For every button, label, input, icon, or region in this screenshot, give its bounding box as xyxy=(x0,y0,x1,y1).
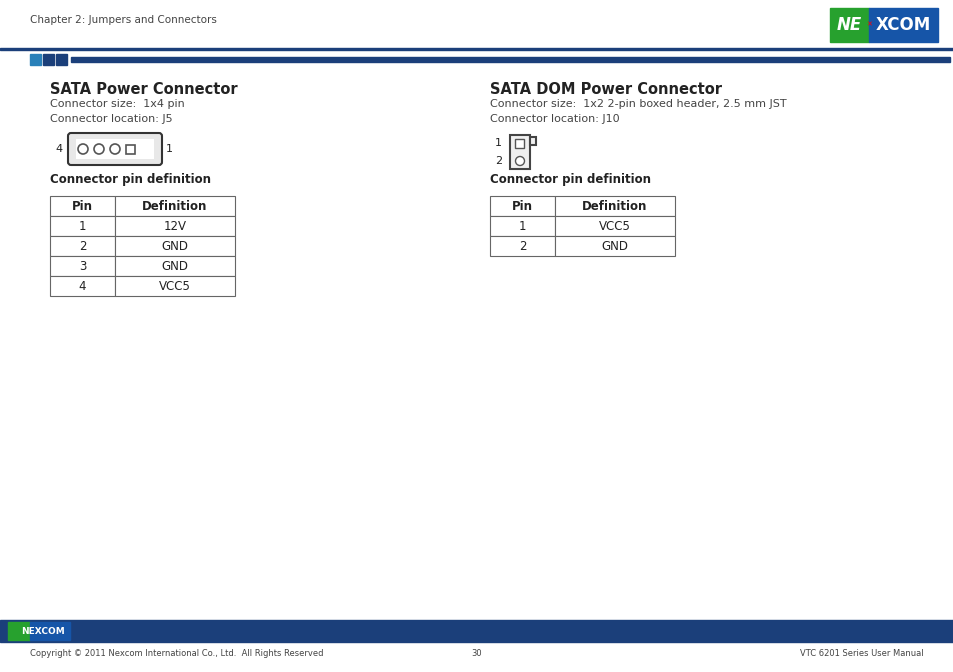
Text: 12V: 12V xyxy=(163,220,186,233)
Bar xyxy=(490,196,555,216)
Text: Pin: Pin xyxy=(71,200,92,212)
Text: VTC 6201 Series User Manual: VTC 6201 Series User Manual xyxy=(800,650,923,659)
Circle shape xyxy=(110,144,120,154)
Text: Pin: Pin xyxy=(512,200,533,212)
Bar xyxy=(515,139,524,148)
Bar xyxy=(50,216,115,236)
Bar xyxy=(56,54,67,65)
Bar xyxy=(0,620,953,642)
Circle shape xyxy=(94,144,104,154)
Text: Connector location: J5: Connector location: J5 xyxy=(50,114,172,124)
Text: VCC5: VCC5 xyxy=(159,280,191,292)
Bar xyxy=(490,216,555,236)
Bar xyxy=(43,54,54,65)
Text: SATA DOM Power Connector: SATA DOM Power Connector xyxy=(490,82,721,97)
Bar xyxy=(555,236,675,256)
Bar xyxy=(50,196,115,216)
Text: Definition: Definition xyxy=(142,200,208,212)
Text: Definition: Definition xyxy=(581,200,647,212)
Text: Chapter 2: Jumpers and Connectors: Chapter 2: Jumpers and Connectors xyxy=(30,15,216,25)
Text: Connector location: J10: Connector location: J10 xyxy=(490,114,619,124)
Text: GND: GND xyxy=(601,239,628,253)
Text: 2: 2 xyxy=(79,239,86,253)
Bar xyxy=(490,236,555,256)
Text: 1: 1 xyxy=(518,220,526,233)
Text: Copyright © 2011 Nexcom International Co., Ltd.  All Rights Reserved: Copyright © 2011 Nexcom International Co… xyxy=(30,650,323,659)
Text: NEXCOM: NEXCOM xyxy=(21,626,65,636)
Text: 4: 4 xyxy=(55,144,63,154)
Bar xyxy=(555,196,675,216)
Text: 1: 1 xyxy=(79,220,86,233)
Text: Connector size:  1x2 2-pin boxed header, 2.5 mm JST: Connector size: 1x2 2-pin boxed header, … xyxy=(490,99,786,109)
Text: GND: GND xyxy=(161,259,189,273)
Bar xyxy=(0,48,953,50)
Text: 3: 3 xyxy=(79,259,86,273)
Bar xyxy=(530,137,536,145)
Bar xyxy=(127,144,135,153)
Bar xyxy=(71,57,949,62)
Bar xyxy=(829,8,868,42)
Bar xyxy=(76,139,153,159)
Bar xyxy=(0,642,953,672)
Text: ✕: ✕ xyxy=(865,21,871,27)
Text: SATA Power Connector: SATA Power Connector xyxy=(50,82,237,97)
Bar xyxy=(50,276,115,296)
Bar xyxy=(115,276,234,296)
Bar xyxy=(510,135,530,169)
Text: NE: NE xyxy=(836,16,862,34)
Text: 1: 1 xyxy=(165,144,172,154)
Text: 4: 4 xyxy=(79,280,86,292)
Bar xyxy=(868,8,937,42)
Text: 2: 2 xyxy=(518,239,526,253)
Bar xyxy=(30,54,41,65)
Text: VCC5: VCC5 xyxy=(598,220,630,233)
Bar xyxy=(115,256,234,276)
Bar xyxy=(30,622,70,640)
Bar xyxy=(555,216,675,236)
Text: 1: 1 xyxy=(495,138,501,149)
FancyBboxPatch shape xyxy=(68,133,162,165)
Text: Connector pin definition: Connector pin definition xyxy=(50,173,211,186)
Circle shape xyxy=(515,157,524,165)
Text: GND: GND xyxy=(161,239,189,253)
Bar xyxy=(115,216,234,236)
Text: Connector size:  1x4 pin: Connector size: 1x4 pin xyxy=(50,99,185,109)
Bar xyxy=(8,622,30,640)
Text: 30: 30 xyxy=(471,650,482,659)
Circle shape xyxy=(78,144,88,154)
Bar xyxy=(50,256,115,276)
Text: XCOM: XCOM xyxy=(875,16,930,34)
Bar xyxy=(115,236,234,256)
Text: 2: 2 xyxy=(495,156,501,166)
Text: Connector pin definition: Connector pin definition xyxy=(490,173,650,186)
Bar xyxy=(0,0,953,47)
Bar xyxy=(115,196,234,216)
Bar xyxy=(50,236,115,256)
